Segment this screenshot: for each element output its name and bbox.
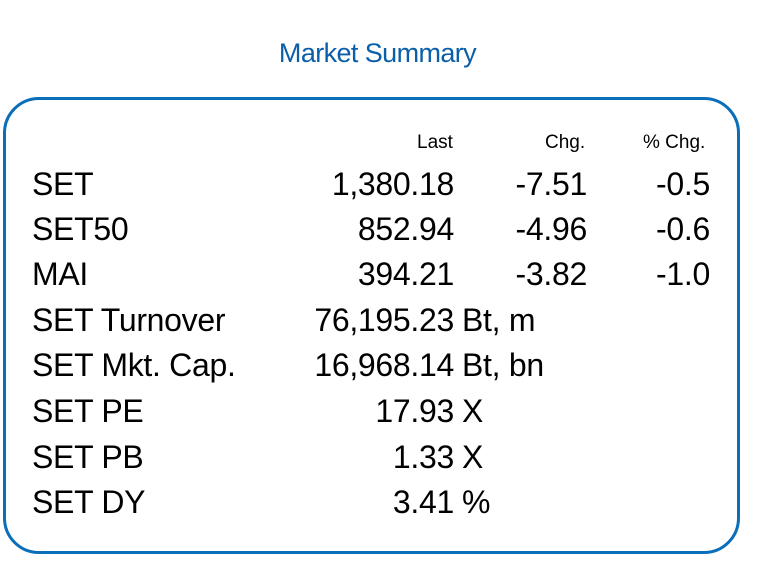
percent-change-value: -1.0 [656,256,710,292]
last-value: 852.94 [357,211,454,247]
stat-value: 16,968.14 [314,347,454,383]
column-header-last: Last [417,132,453,153]
stat-value: 17.93 [375,393,454,429]
stat-unit: Bt, bn [462,347,544,383]
row-label: SET50 [32,211,129,247]
percent-change-value: -0.6 [656,211,710,247]
stat-unit: X [462,439,484,475]
stat-unit: % [462,484,491,520]
stat-value: 1.33 [392,439,454,475]
row-label: SET [32,166,94,202]
row-label: SET PE [32,393,144,429]
change-value: -4.96 [515,211,588,247]
page-title: Market Summary [278,38,477,68]
percent-change-value: -0.5 [656,166,710,202]
table-row-set-dy: SET DY 3.41 % [0,484,780,530]
row-label: SET Mkt. Cap. [32,347,236,383]
market-summary-panel [3,97,740,554]
row-label: SET PB [32,439,144,475]
column-header-chg: Chg. [545,132,586,153]
change-value: -3.82 [515,256,588,292]
table-row-set-pb: SET PB 1.33 X [0,439,780,485]
stat-unit: X [462,393,484,429]
last-value: 394.21 [357,256,454,292]
stat-unit: Bt, m [462,302,536,338]
table-row-set-pe: SET PE 17.93 X [0,393,780,439]
table-row-mai: MAI 394.21 -3.82 -1.0 [0,256,780,302]
row-label: SET DY [32,484,146,520]
table-row-set50: SET50 852.94 -4.96 -0.6 [0,211,780,257]
column-header-pct-chg: % Chg. [643,132,706,153]
table-row-set-turnover: SET Turnover 76,195.23 Bt, m [0,302,780,348]
table-row-set-mkt-cap: SET Mkt. Cap. 16,968.14 Bt, bn [0,347,780,393]
change-value: -7.51 [515,166,588,202]
row-label: SET Turnover [32,302,226,338]
row-label: MAI [32,256,88,292]
table-row-set: SET 1,380.18 -7.51 -0.5 [0,166,780,212]
stat-value: 76,195.23 [314,302,454,338]
stat-value: 3.41 [392,484,454,520]
last-value: 1,380.18 [331,166,454,202]
